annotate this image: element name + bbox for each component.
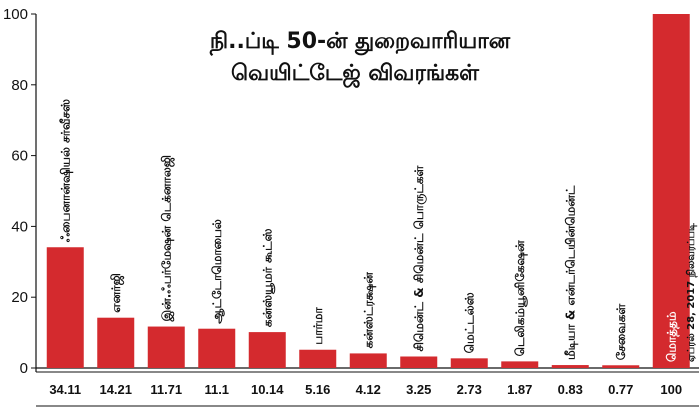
y-tick-label: 0 [20,360,28,377]
y-tick-label: 80 [11,77,28,94]
bars-group [46,14,690,368]
value-label: 34.11 [49,382,81,397]
y-axis-ticks: 0 20 40 60 80 100 [3,6,36,377]
y-tick-label: 60 [11,148,28,165]
value-label: 10.14 [251,382,284,397]
bar [97,317,135,368]
category-label: கன்ஸ்ட்ரக்ஷன் [361,272,376,349]
category-label: டெலிகம்யூனிகேஷன் [513,240,528,356]
category-label: இன்.ஃபர்மேஷன் டெக்னாலஜி [159,155,174,323]
bar [198,328,236,368]
category-labels-group: ஃபைனான்ஷியல் சர்வீசஸ் எனர்ஜி இன்.ஃபர்மேஷன்… [58,99,679,362]
bar [248,332,286,368]
y-tick-label: 40 [11,218,28,235]
value-label: 4.12 [356,382,381,397]
value-label: 0.83 [558,382,583,397]
chart-title-line-2: வெயிட்டேஜ் விவரங்கள் [231,61,480,88]
value-label: 100 [660,382,682,397]
category-label: சிமென்ட் & சிமென்ட் பொருட்கள் [412,165,427,351]
date-note: ஏப்ரல் 28, 2017 நிலவரப்படி [685,222,698,362]
bar [450,358,488,368]
bar [349,353,387,368]
category-label: எனர்ஜி [109,273,124,312]
value-label: 3.25 [406,382,431,397]
y-tick-label: 20 [11,289,28,306]
category-label: சேவைகள் [614,304,628,361]
bar [46,247,84,368]
value-label: 2.73 [457,382,482,397]
chart-title-line-1: நி..ப்டி 50-ன் துறைவாரியான [209,29,511,56]
bar [551,365,589,368]
value-label: 0.77 [608,382,633,397]
bar [501,361,539,368]
category-label: ஃபைனான்ஷியல் சர்வீசஸ் [58,99,73,242]
y-tick-label: 100 [3,6,28,23]
value-label: 11.71 [150,382,182,397]
bar [400,356,438,368]
category-label: மெட்டல்ஸ் [462,292,476,353]
value-label: 14.21 [99,382,132,397]
bar [602,365,640,368]
category-label: பார்மா [311,307,325,345]
category-label: மீடியா & என்டர்டெயின்மென்ட் [563,185,578,360]
bar [299,349,337,368]
value-label: 5.16 [305,382,330,397]
value-labels-group: 34.11 14.21 11.71 11.1 10.14 5.16 4.12 3.25 2.73… [49,382,682,397]
value-label: 1.87 [507,382,532,397]
category-label: ஆட்டோமொபைல் [210,219,225,324]
category-label: மொத்தம் [664,311,679,362]
bar [652,14,690,368]
category-label: கன்ஸ்யூமர் கூட்ஸ் [260,228,275,327]
value-label: 11.1 [204,382,229,397]
bar [147,326,185,368]
